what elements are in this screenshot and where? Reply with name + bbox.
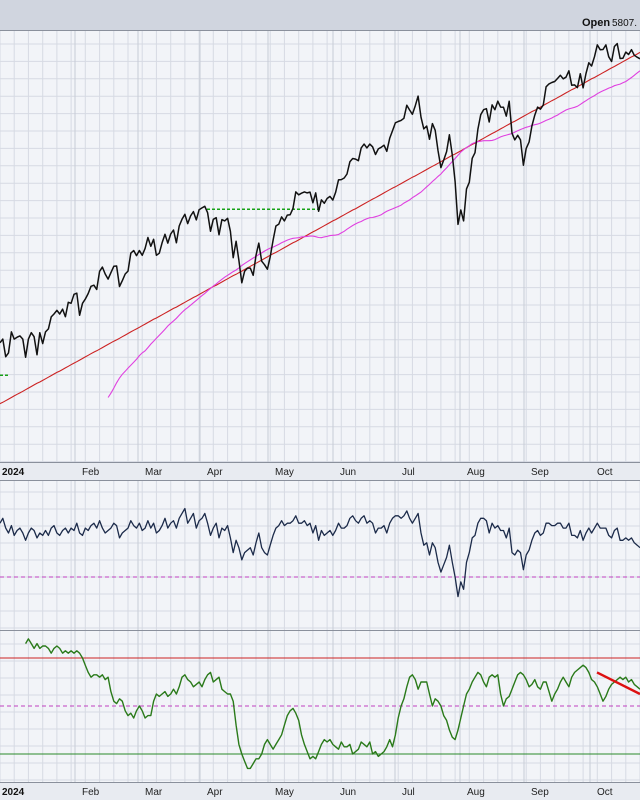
month-label-jul: Jul [402, 467, 415, 478]
year-label: 2024 [2, 787, 25, 798]
month-axis-band-top [0, 462, 640, 480]
oscillator-panel [0, 630, 640, 782]
month-label-mar: Mar [145, 467, 163, 478]
month-label-aug: Aug [467, 787, 485, 798]
year-label: 2024 [2, 467, 25, 478]
month-label-apr: Apr [207, 787, 223, 798]
oscillator-annotations [0, 657, 640, 755]
price-line [0, 42, 640, 358]
month-axis-bottom: 2024 Feb Mar Apr May Jun Jul Aug Sep Oct [2, 787, 613, 798]
month-label-oct: Oct [597, 787, 613, 798]
momentum-panel [0, 480, 640, 630]
month-axis-top: 2024 Feb Mar Apr May Jun Jul Aug Sep Oct [2, 467, 613, 478]
momentum-line [0, 507, 640, 598]
month-label-jun: Jun [340, 467, 356, 478]
month-label-feb: Feb [82, 787, 100, 798]
oscillator-line [24, 638, 640, 770]
month-label-mar: Mar [145, 787, 163, 798]
price-annotations [0, 208, 322, 377]
panel-borders [0, 30, 640, 783]
month-label-aug: Aug [467, 467, 485, 478]
header-open-value: 5807. [612, 18, 637, 29]
price-panel [0, 30, 640, 462]
month-label-apr: Apr [207, 467, 223, 478]
month-label-feb: Feb [82, 467, 100, 478]
month-label-sep: Sep [531, 467, 549, 478]
month-label-jul: Jul [402, 787, 415, 798]
month-axis-band-bottom [0, 782, 640, 800]
header-open-label: Open [582, 17, 610, 29]
month-label-jun: Jun [340, 787, 356, 798]
sma-200-line [0, 51, 640, 405]
month-label-sep: Sep [531, 787, 549, 798]
month-label-oct: Oct [597, 467, 613, 478]
month-label-may: May [275, 787, 294, 798]
sma-50-line [107, 70, 640, 398]
grid-lines [0, 30, 640, 782]
month-label-may: May [275, 467, 294, 478]
trend-marker [596, 671, 640, 696]
